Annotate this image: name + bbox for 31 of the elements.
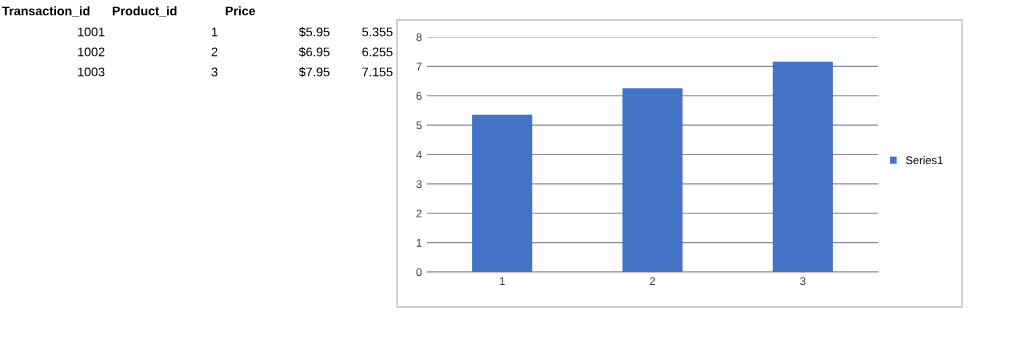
bar xyxy=(772,61,833,272)
text: 5.355 xyxy=(362,27,393,37)
y-tick-label: 0 xyxy=(416,268,422,277)
y-tick-label: 3 xyxy=(416,180,422,189)
y-tick-label: 4 xyxy=(416,150,422,159)
text: Product_id xyxy=(112,6,177,17)
y-tick-label: 7 xyxy=(416,62,422,71)
text: $7.95 xyxy=(298,66,330,78)
bar xyxy=(472,114,533,272)
y-tick-label: 2 xyxy=(416,209,422,218)
text: 1 xyxy=(212,27,218,37)
bar xyxy=(622,88,683,272)
text: 1001 xyxy=(78,27,105,37)
text: Transaction_id xyxy=(2,6,90,17)
text: 3 xyxy=(211,67,218,77)
x-tick-label: 2 xyxy=(649,277,656,285)
y-tick-label: 5 xyxy=(416,121,422,130)
text: $6.95 xyxy=(298,46,330,58)
text: 1003 xyxy=(78,67,105,77)
y-tick-label: 6 xyxy=(416,92,422,100)
text: Price xyxy=(225,6,256,16)
text: 2 xyxy=(211,47,218,57)
text: $5.95 xyxy=(298,26,330,38)
x-tick-label: 1 xyxy=(499,277,505,285)
legend-label: Series1 xyxy=(906,156,943,165)
text: 6.255 xyxy=(362,47,393,57)
text: 7.155 xyxy=(362,67,393,77)
text: 1002 xyxy=(78,47,105,57)
x-tick-label: 3 xyxy=(800,277,806,286)
y-tick-label: 1 xyxy=(416,239,422,247)
y-tick-label: 8 xyxy=(416,33,422,42)
